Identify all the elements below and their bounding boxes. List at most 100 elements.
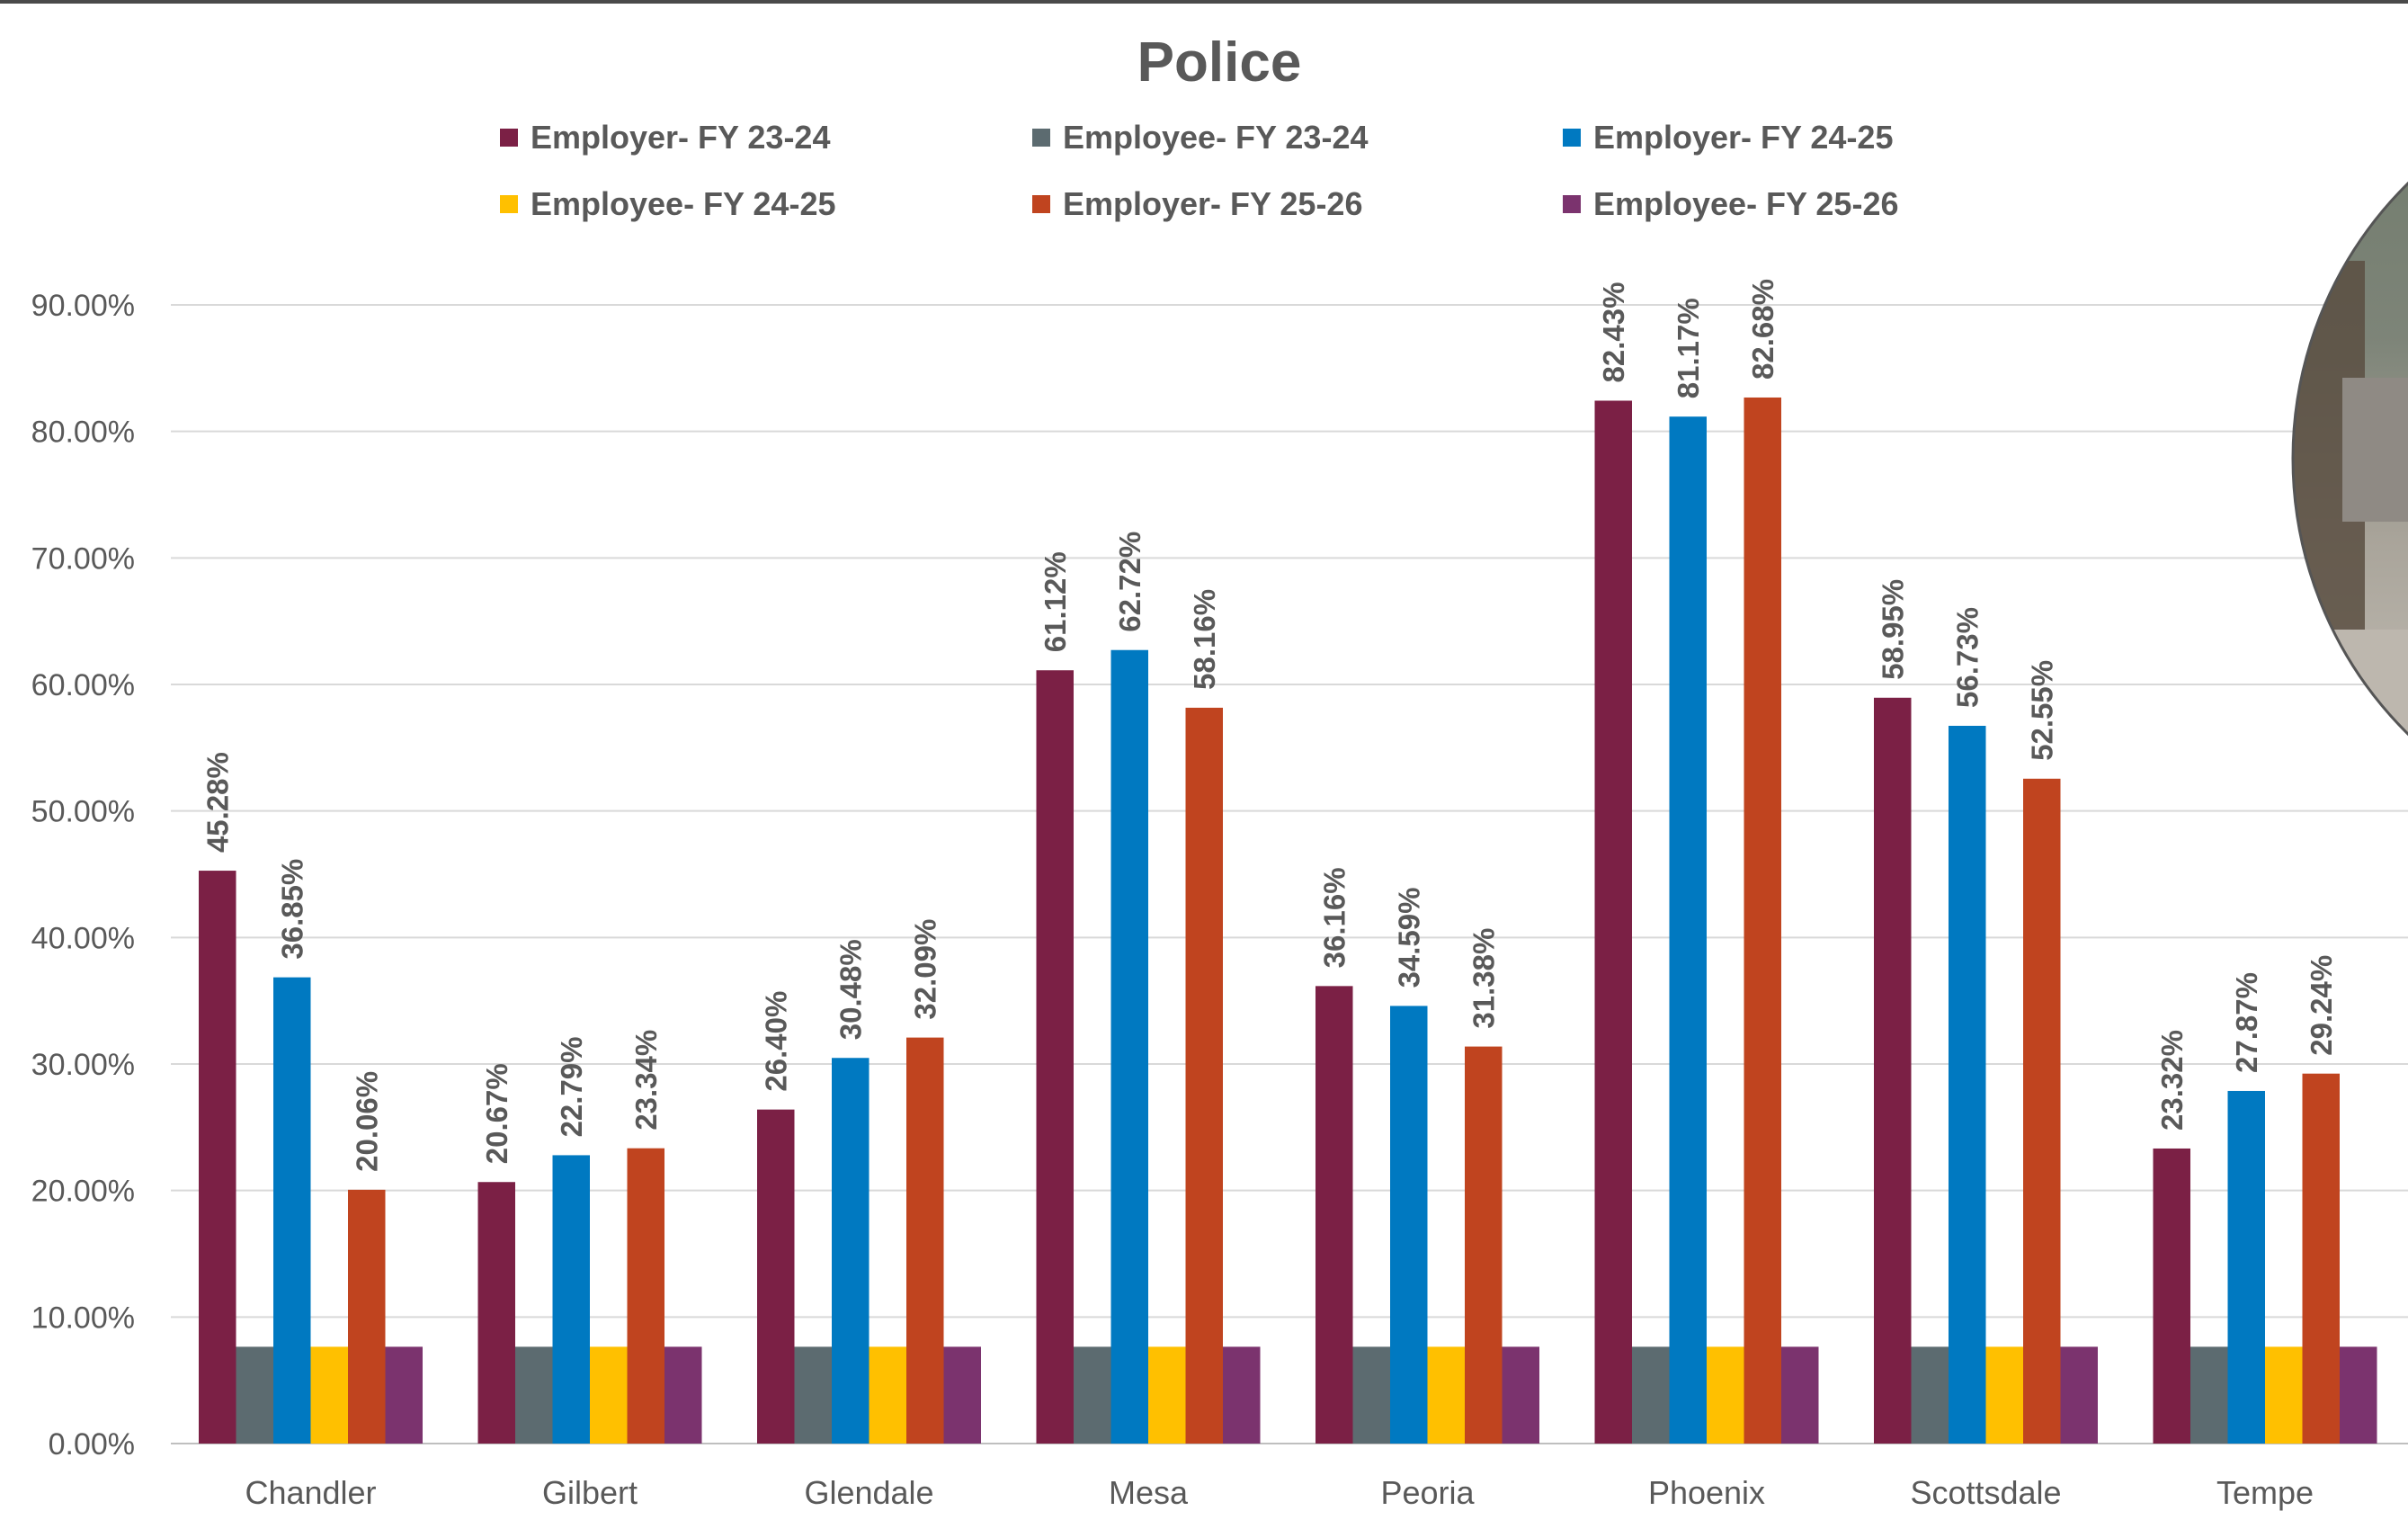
bar: [2023, 778, 2061, 1444]
data-label: 45.28%: [201, 752, 235, 853]
legend-label: Employee- FY 24-25: [531, 185, 836, 222]
legend-item-employee-fy25-26: Employee- FY 25-26: [1563, 182, 1899, 227]
chart-title: Police: [1137, 31, 1302, 94]
bar: [348, 1189, 386, 1444]
y-tick-label: 60.00%: [31, 668, 135, 702]
bar: [477, 1182, 515, 1444]
data-label: 29.24%: [2305, 955, 2338, 1056]
data-label: 23.34%: [629, 1030, 663, 1131]
bar: [2340, 1346, 2377, 1444]
data-label: 22.79%: [555, 1036, 588, 1137]
x-tick-label: Mesa: [1109, 1474, 1189, 1511]
bar: [1223, 1346, 1261, 1444]
legend-label: Employer- FY 25-26: [1063, 185, 1363, 222]
x-tick-label: Phoenix: [1648, 1474, 1765, 1511]
bar: [627, 1148, 664, 1444]
x-tick-label: Peoria: [1380, 1474, 1475, 1511]
bar: [385, 1346, 423, 1444]
bar: [273, 977, 311, 1444]
bar: [1985, 1346, 2023, 1444]
x-tick-label: Scottsdale: [1910, 1474, 2061, 1511]
legend-item-employer-fy24-25: Employer- FY 24-25: [1563, 115, 1893, 160]
data-label: 61.12%: [1039, 551, 1072, 652]
bar: [310, 1346, 348, 1444]
data-label: 58.95%: [1877, 579, 1910, 680]
bar: [1074, 1346, 1111, 1444]
x-tick-label: Chandler: [245, 1474, 376, 1511]
y-tick-label: 10.00%: [31, 1301, 135, 1335]
data-label: 34.59%: [1393, 887, 1426, 988]
legend-label: Employer- FY 23-24: [531, 119, 831, 156]
y-tick-label: 0.00%: [49, 1427, 135, 1462]
bar: [832, 1058, 870, 1444]
data-label: 20.06%: [351, 1071, 384, 1172]
bar: [1911, 1346, 1949, 1444]
data-label: 32.09%: [909, 919, 942, 1020]
bar: [1427, 1346, 1465, 1444]
data-label: 56.73%: [1951, 607, 1984, 708]
bar: [1781, 1346, 1819, 1444]
bar: [1632, 1346, 1670, 1444]
data-labels: 45.28% 36.85% 20.06% 20.67% 22.79% 23.34% 26.4…: [201, 279, 2339, 1172]
legend-swatch: [500, 129, 518, 147]
bar: [1352, 1346, 1390, 1444]
bar: [664, 1346, 702, 1444]
legend-label: Employee- FY 25-26: [1593, 185, 1899, 222]
data-label: 81.17%: [1672, 298, 1705, 398]
legend-item-employer-fy25-26: Employer- FY 25-26: [1032, 182, 1362, 227]
legend-swatch: [1032, 129, 1050, 147]
bar: [2060, 1346, 2098, 1444]
data-label: 82.68%: [1746, 279, 1779, 380]
y-tick-label: 40.00%: [31, 921, 135, 955]
legend-item-employee-fy24-25: Employee- FY 24-25: [500, 182, 836, 227]
bar: [1148, 1346, 1186, 1444]
legend-label: Employee- FY 23-24: [1063, 119, 1369, 156]
bar: [2227, 1090, 2265, 1444]
y-tick-label: 30.00%: [31, 1048, 135, 1082]
data-label: 62.72%: [1113, 532, 1146, 632]
data-label: 30.48%: [834, 939, 868, 1040]
bar: [590, 1346, 628, 1444]
y-tick-label: 70.00%: [31, 541, 135, 576]
legend-swatch: [1563, 129, 1581, 147]
x-tick-label: Glendale: [804, 1474, 933, 1511]
legend-swatch: [1563, 195, 1581, 213]
bar: [1949, 725, 1986, 1444]
legend-swatch: [1032, 195, 1050, 213]
data-label: 52.55%: [2026, 660, 2059, 761]
bar: [1874, 697, 1912, 1444]
bar: [1465, 1046, 1503, 1444]
bar: [906, 1037, 944, 1444]
legend-label: Employer- FY 24-25: [1593, 119, 1894, 156]
bar: [1110, 649, 1148, 1444]
y-tick-label: 90.00%: [31, 289, 135, 323]
axes: 0.00% 10.00% 20.00% 30.00% 40.00% 50.00% 60.00…: [31, 289, 2314, 1511]
bar: [1707, 1346, 1744, 1444]
bar: [1669, 416, 1707, 1444]
data-label: 82.43%: [1597, 282, 1630, 383]
bar: [515, 1346, 553, 1444]
bar: [236, 1346, 273, 1444]
legend-item-employer-fy23-24: Employer- FY 23-24: [500, 115, 830, 160]
bar: [2153, 1148, 2190, 1444]
data-label: 20.67%: [480, 1063, 513, 1164]
data-label: 58.16%: [1188, 589, 1221, 690]
bar: [757, 1109, 795, 1444]
data-label: 23.32%: [2155, 1030, 2189, 1131]
bar: [1744, 397, 1781, 1444]
bars: [199, 397, 2377, 1444]
y-tick-label: 80.00%: [31, 416, 135, 450]
data-label: 36.85%: [276, 859, 309, 960]
legend-swatch: [500, 195, 518, 213]
y-tick-label: 20.00%: [31, 1175, 135, 1209]
bar: [1185, 707, 1223, 1444]
x-tick-label: Tempe: [2216, 1474, 2314, 1511]
bar: [199, 871, 236, 1444]
bar: [1390, 1006, 1428, 1444]
bar: [2302, 1073, 2340, 1444]
bar: [869, 1346, 906, 1444]
bar: [794, 1346, 832, 1444]
data-label: 36.16%: [1318, 867, 1351, 968]
bar: [552, 1155, 590, 1444]
